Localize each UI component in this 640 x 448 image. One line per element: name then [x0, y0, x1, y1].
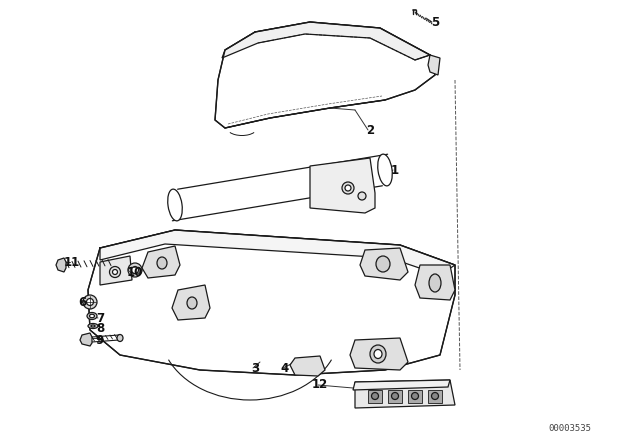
Polygon shape	[80, 333, 92, 346]
Polygon shape	[355, 380, 455, 408]
Ellipse shape	[117, 335, 123, 341]
Polygon shape	[100, 230, 455, 275]
Polygon shape	[142, 246, 180, 278]
Text: 7: 7	[96, 311, 104, 324]
Ellipse shape	[374, 349, 382, 358]
Ellipse shape	[376, 256, 390, 272]
Ellipse shape	[157, 257, 167, 269]
Ellipse shape	[392, 392, 399, 400]
Text: 4: 4	[281, 362, 289, 375]
Polygon shape	[408, 390, 422, 403]
Text: 10: 10	[127, 266, 143, 279]
Polygon shape	[88, 230, 455, 375]
Text: 3: 3	[251, 362, 259, 375]
Text: 8: 8	[96, 322, 104, 335]
Ellipse shape	[412, 392, 419, 400]
Polygon shape	[100, 256, 132, 285]
Text: 9: 9	[96, 333, 104, 346]
Ellipse shape	[371, 392, 378, 400]
Polygon shape	[428, 55, 440, 75]
Text: 1: 1	[391, 164, 399, 177]
Ellipse shape	[113, 270, 118, 275]
Polygon shape	[428, 390, 442, 403]
Ellipse shape	[378, 154, 392, 186]
Polygon shape	[350, 338, 408, 370]
Ellipse shape	[131, 267, 138, 273]
Ellipse shape	[83, 295, 97, 309]
Text: 12: 12	[312, 379, 328, 392]
Polygon shape	[353, 380, 450, 390]
Ellipse shape	[86, 298, 93, 306]
Text: 5: 5	[431, 16, 439, 29]
Ellipse shape	[91, 325, 95, 327]
Ellipse shape	[187, 297, 197, 309]
Ellipse shape	[429, 274, 441, 292]
Ellipse shape	[345, 185, 351, 191]
Polygon shape	[215, 22, 435, 128]
Polygon shape	[415, 265, 455, 300]
Ellipse shape	[109, 267, 120, 277]
Polygon shape	[368, 390, 382, 403]
Polygon shape	[172, 285, 210, 320]
Ellipse shape	[342, 182, 354, 194]
Polygon shape	[388, 390, 402, 403]
Polygon shape	[56, 258, 66, 272]
Ellipse shape	[370, 345, 386, 363]
Polygon shape	[360, 248, 408, 280]
Text: 2: 2	[366, 124, 374, 137]
Polygon shape	[222, 22, 430, 60]
Ellipse shape	[90, 314, 95, 318]
Ellipse shape	[358, 192, 366, 200]
Text: 00003535: 00003535	[548, 423, 591, 432]
Polygon shape	[310, 158, 375, 213]
Ellipse shape	[88, 323, 98, 328]
Polygon shape	[290, 356, 325, 376]
Text: 6: 6	[78, 296, 86, 309]
Ellipse shape	[128, 263, 142, 277]
Ellipse shape	[431, 392, 438, 400]
Ellipse shape	[87, 313, 97, 319]
Text: 11: 11	[64, 255, 80, 268]
Ellipse shape	[168, 189, 182, 221]
